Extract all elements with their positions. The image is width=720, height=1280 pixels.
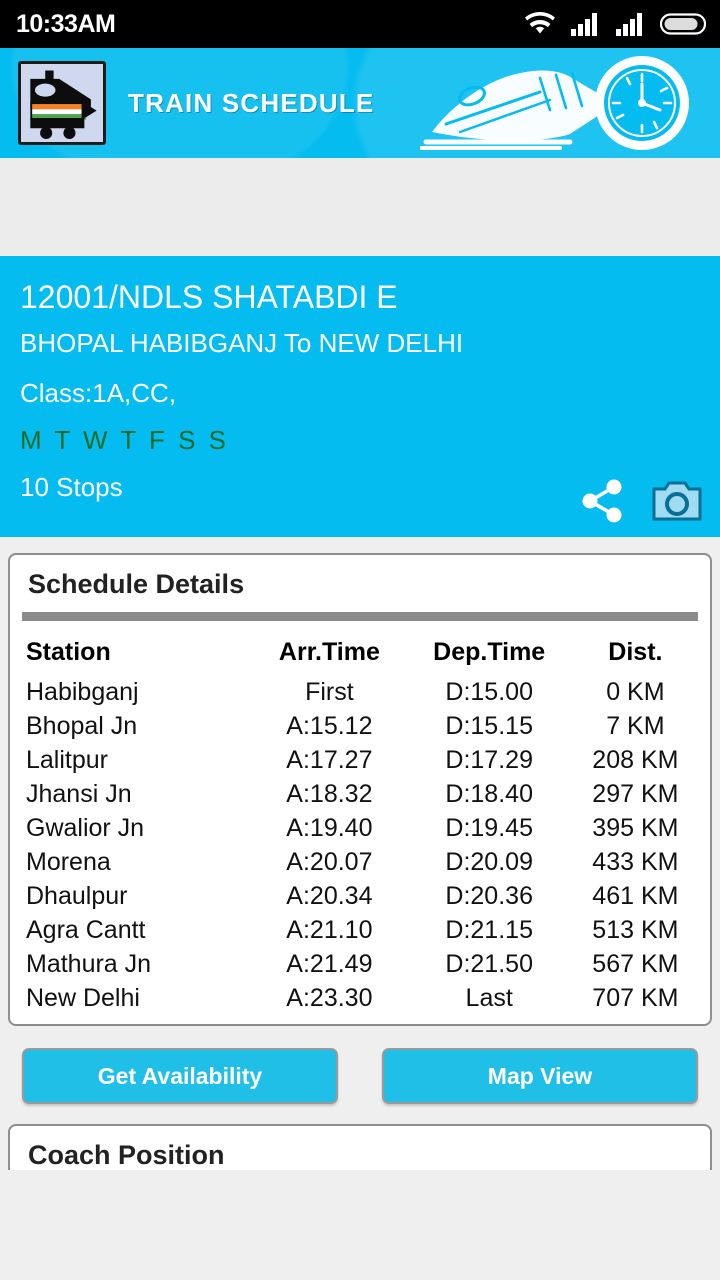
share-icon[interactable] xyxy=(580,479,626,523)
schedule-divider xyxy=(22,612,698,621)
table-row[interactable]: Lalitpur A:17.27 D:17.29 208 KM xyxy=(20,744,700,778)
signal-icon-1 xyxy=(571,13,597,36)
train-card-actions xyxy=(580,479,702,523)
cell-arr: A:15.12 xyxy=(286,712,373,740)
action-button-row: Get Availability Map View xyxy=(0,1026,720,1104)
camera-icon[interactable] xyxy=(652,479,702,523)
wifi-icon xyxy=(525,12,555,34)
train-stops-count: 10 Stops xyxy=(20,472,123,503)
cell-dep: D:20.36 xyxy=(445,882,533,910)
status-icons xyxy=(525,11,706,37)
train-info-card: 12001/NDLS SHATABDI E BHOPAL HABIBGANJ T… xyxy=(0,256,720,537)
cell-arr: A:17.27 xyxy=(286,746,373,774)
cell-arr: A:20.07 xyxy=(286,848,373,876)
cell-dep: D:20.09 xyxy=(445,848,533,876)
schedule-details-title: Schedule Details xyxy=(28,569,245,599)
cell-dep: D:21.15 xyxy=(445,916,533,944)
table-row[interactable]: Gwalior Jn A:19.40 D:19.45 395 KM xyxy=(20,812,700,846)
app-title: TRAIN SCHEDULE xyxy=(128,87,375,118)
cell-dist: 433 KM xyxy=(592,848,679,876)
signal-icon-2 xyxy=(616,13,642,36)
cell-dist: 395 KM xyxy=(592,814,679,842)
coach-position-card[interactable]: Coach Position xyxy=(8,1124,712,1170)
table-row[interactable]: Habibganj First D:15.00 0 KM xyxy=(20,676,700,710)
train-logo-icon xyxy=(18,61,106,145)
train-classes: Class:1A,CC, xyxy=(20,377,177,408)
cell-dep: Last xyxy=(465,984,513,1012)
cell-dist: 707 KM xyxy=(592,984,679,1012)
cell-arr: First xyxy=(305,678,354,706)
cell-station: Morena xyxy=(26,848,111,876)
cell-arr: A:20.34 xyxy=(286,882,373,910)
cell-dist: 567 KM xyxy=(592,950,679,978)
cell-arr: A:21.49 xyxy=(286,950,373,978)
app-header: TRAIN SCHEDULE xyxy=(0,48,720,158)
ad-banner-placeholder[interactable] xyxy=(0,158,720,256)
table-header-row: Station Arr.Time Dep.Time Dist. xyxy=(20,631,700,676)
cell-station: New Delhi xyxy=(26,984,140,1012)
bullet-train-clock-art xyxy=(420,56,689,150)
train-running-days: M T W T F S S xyxy=(20,424,229,455)
cell-dep: D:19.45 xyxy=(445,814,533,842)
get-availability-button[interactable]: Get Availability xyxy=(22,1048,338,1104)
column-header-arr-time: Arr.Time xyxy=(278,638,380,666)
cell-dep: D:15.00 xyxy=(445,678,533,706)
map-view-button[interactable]: Map View xyxy=(382,1048,698,1104)
column-header-station: Station xyxy=(26,638,111,666)
cell-station: Mathura Jn xyxy=(26,950,152,978)
battery-icon xyxy=(660,13,706,35)
train-route: BHOPAL HABIBGANJ To NEW DELHI xyxy=(20,328,464,359)
schedule-details-card: Schedule Details Station Arr.Time Dep.Ti… xyxy=(8,553,712,1026)
cell-dist: 297 KM xyxy=(592,780,679,808)
cell-dep: D:21.50 xyxy=(445,950,533,978)
cell-dist: 513 KM xyxy=(592,916,679,944)
cell-dist: 461 KM xyxy=(592,882,679,910)
column-header-dep-time: Dep.Time xyxy=(433,638,546,666)
cell-station: Habibganj xyxy=(26,678,139,706)
status-bar: 10:33AM xyxy=(0,0,720,48)
cell-dep: D:15.15 xyxy=(445,712,533,740)
table-row[interactable]: Dhaulpur A:20.34 D:20.36 461 KM xyxy=(20,880,700,914)
table-row[interactable]: Mathura Jn A:21.49 D:21.50 567 KM xyxy=(20,948,700,982)
cell-station: Agra Cantt xyxy=(26,916,146,944)
cell-station: Gwalior Jn xyxy=(26,814,145,842)
cell-arr: A:19.40 xyxy=(286,814,373,842)
cell-dep: D:17.29 xyxy=(445,746,533,774)
coach-position-title: Coach Position xyxy=(28,1140,225,1170)
table-row[interactable]: Jhansi Jn A:18.32 D:18.40 297 KM xyxy=(20,778,700,812)
cell-dep: D:18.40 xyxy=(445,780,533,808)
cell-arr: A:18.32 xyxy=(286,780,373,808)
cell-arr: A:21.10 xyxy=(286,916,373,944)
column-header-dist: Dist. xyxy=(608,638,663,666)
cell-station: Bhopal Jn xyxy=(26,712,138,740)
table-row[interactable]: Agra Cantt A:21.10 D:21.15 513 KM xyxy=(20,914,700,948)
cell-station: Dhaulpur xyxy=(26,882,128,910)
table-row[interactable]: Morena A:20.07 D:20.09 433 KM xyxy=(20,846,700,880)
cell-arr: A:23.30 xyxy=(286,984,373,1012)
status-clock: 10:33AM xyxy=(16,9,116,38)
table-row[interactable]: New Delhi A:23.30 Last 707 KM xyxy=(20,982,700,1016)
cell-station: Lalitpur xyxy=(26,746,108,774)
schedule-table: Station Arr.Time Dep.Time Dist. Habibgan… xyxy=(20,631,700,1016)
table-row[interactable]: Bhopal Jn A:15.12 D:15.15 7 KM xyxy=(20,710,700,744)
cell-station: Jhansi Jn xyxy=(26,780,132,808)
cell-dist: 0 KM xyxy=(606,678,665,706)
cell-dist: 208 KM xyxy=(592,746,679,774)
cell-dist: 7 KM xyxy=(606,712,665,740)
train-name: 12001/NDLS SHATABDI E xyxy=(20,279,398,315)
